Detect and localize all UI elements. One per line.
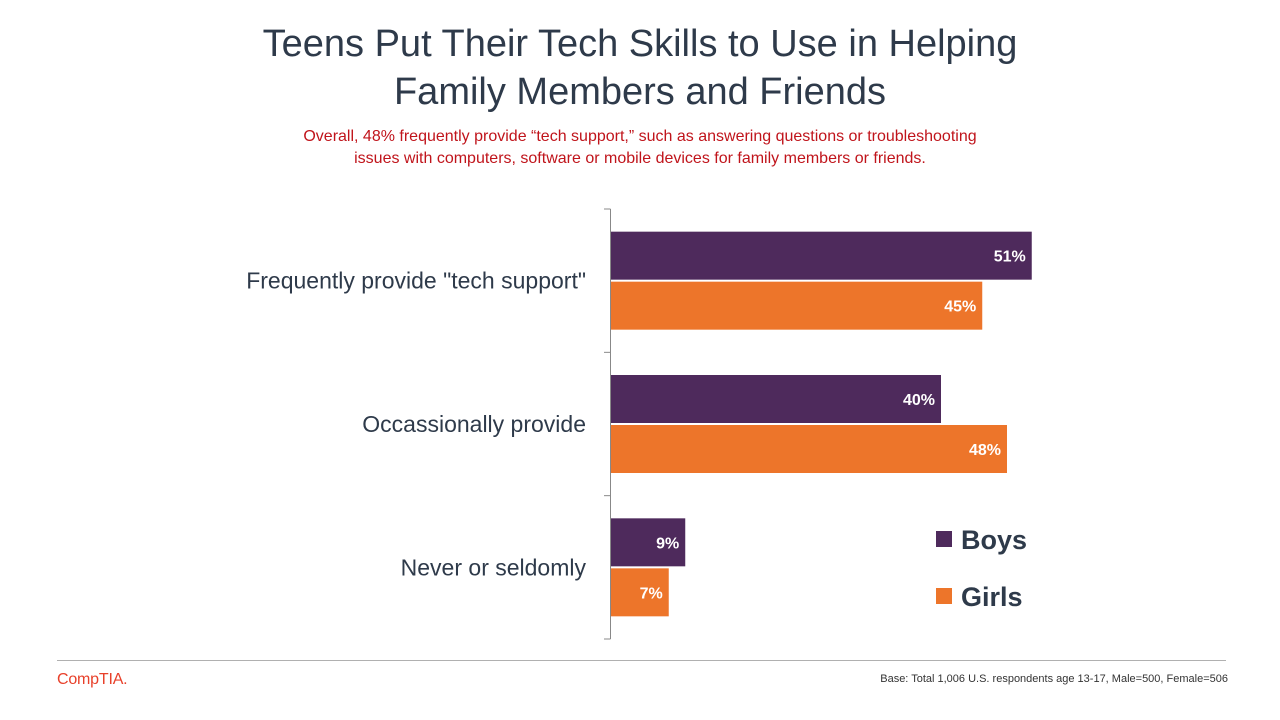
chart-legend: Boys Girls [936,525,1027,612]
title-line-1: Teens Put Their Tech Skills to Use in He… [262,23,1018,65]
data-label: 9% [656,535,679,552]
chart-title: Teens Put Their Tech Skills to Use in He… [0,20,1280,116]
data-label: 7% [640,585,663,602]
subtitle-line-2: issues with computers, software or mobil… [354,150,926,167]
comptia-logo: CompTIA. [57,671,128,688]
title-line-2: Family Members and Friends [393,71,887,113]
data-label: 45% [944,299,976,316]
data-label: 40% [903,392,935,409]
chart-labels: Frequently provide "tech support" 51% 45% O… [246,249,1026,603]
data-label: 48% [969,442,1001,459]
footer-divider [57,660,1226,661]
chart-axis [604,208,611,640]
legend-label-boys: Boys [961,525,1027,555]
category-label: Never or seldomly [401,554,587,580]
bar-girls [611,281,983,330]
category-label: Frequently provide "tech support" [246,268,586,294]
category-label: Occassionally provide [362,411,586,437]
bar-boys [611,231,1032,280]
bar-girls [611,425,1007,473]
bar-boys [611,518,686,567]
chart-bars [611,231,1032,617]
legend-swatch-boys [936,531,952,547]
legend-swatch-girls [936,588,952,604]
bar-girls [611,568,669,617]
subtitle-line-1: Overall, 48% frequently provide “tech su… [303,128,977,145]
chart-subtitle: Overall, 48% frequently provide “tech su… [0,126,1280,170]
data-label: 51% [994,249,1026,266]
bar-boys [611,375,941,423]
legend-label-girls: Girls [961,582,1023,612]
base-footnote: Base: Total 1,006 U.S. respondents age 1… [880,673,1228,685]
